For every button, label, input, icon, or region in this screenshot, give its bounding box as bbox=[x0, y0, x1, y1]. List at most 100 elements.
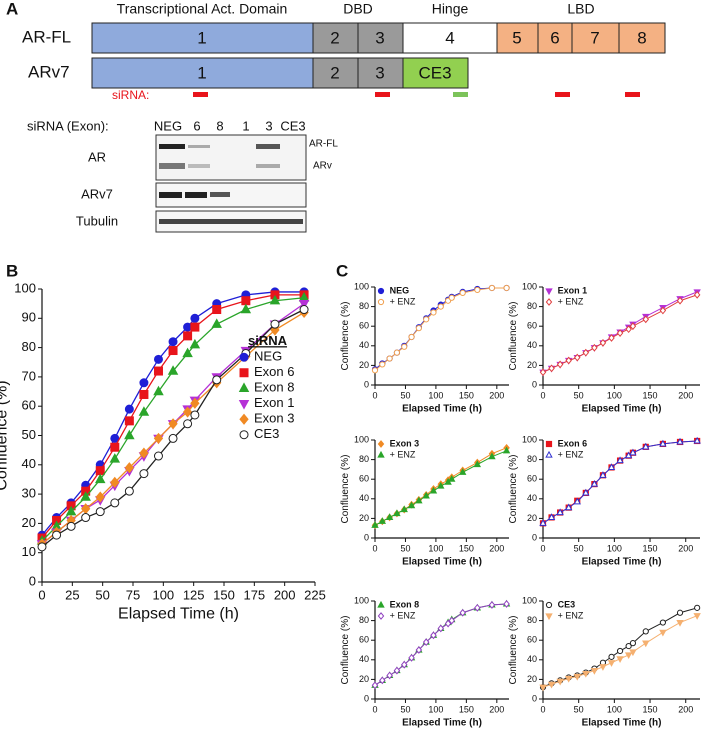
exon-label: CE3 bbox=[418, 63, 451, 82]
legend-label: + ENZ bbox=[390, 610, 416, 620]
legend-marker bbox=[377, 298, 385, 306]
marker bbox=[386, 671, 393, 680]
marker bbox=[190, 410, 200, 420]
marker bbox=[153, 451, 163, 461]
series-line bbox=[374, 287, 507, 371]
legend-label: Exon 8 bbox=[390, 599, 420, 609]
marker bbox=[190, 322, 200, 332]
arv7-bar: 1 2 3 CE3 bbox=[91, 57, 469, 89]
legend-label: Exon 1 bbox=[254, 395, 294, 410]
x-tick-label: 75 bbox=[126, 588, 140, 603]
row-label: ARv7 bbox=[28, 62, 70, 81]
marker bbox=[565, 356, 572, 365]
x-tick-label: 50 bbox=[400, 544, 410, 554]
marker bbox=[153, 432, 164, 445]
marker bbox=[393, 666, 401, 675]
panel-label: C bbox=[336, 261, 348, 280]
x-tick-label: 150 bbox=[459, 391, 474, 401]
marker bbox=[448, 475, 456, 482]
marker bbox=[574, 353, 581, 362]
legend-marker bbox=[545, 288, 553, 296]
marker bbox=[400, 660, 408, 669]
y-tick-label: 40 bbox=[22, 456, 36, 471]
marker bbox=[182, 347, 193, 358]
marker bbox=[430, 631, 437, 640]
domain-header: DBD bbox=[343, 1, 373, 17]
marker bbox=[693, 436, 701, 444]
marker bbox=[547, 681, 556, 689]
exon-box bbox=[91, 22, 314, 54]
band bbox=[159, 163, 185, 169]
band bbox=[188, 164, 210, 168]
ar-fl-bar: 1 2 3 4 5 6 7 8 bbox=[91, 22, 666, 54]
legend-label: + ENZ bbox=[558, 296, 584, 306]
marker bbox=[556, 678, 564, 686]
series-line bbox=[542, 607, 698, 688]
y-tick-label: 40 bbox=[527, 340, 537, 350]
x-tick-label: 0 bbox=[372, 544, 377, 554]
marker bbox=[139, 389, 149, 399]
marker bbox=[488, 601, 496, 609]
exon-label: 2 bbox=[330, 28, 339, 47]
marker bbox=[556, 508, 564, 516]
lane-header: siRNA (Exon): bbox=[27, 118, 109, 133]
legend-label: Exon 3 bbox=[390, 438, 420, 448]
x-tick-label: 200 bbox=[678, 391, 693, 401]
x-tick-label: 100 bbox=[428, 705, 443, 715]
band-label: ARv bbox=[313, 161, 332, 172]
marker bbox=[168, 337, 178, 347]
exon-box bbox=[618, 22, 666, 54]
y-axis-label: Confluence (%) bbox=[508, 302, 519, 371]
legend-marker bbox=[239, 368, 249, 378]
marker bbox=[694, 604, 701, 611]
marker bbox=[415, 496, 423, 504]
legend-marker bbox=[545, 601, 553, 609]
legend-marker bbox=[377, 287, 385, 295]
x-tick-label: 150 bbox=[459, 705, 474, 715]
x-tick-label: 200 bbox=[678, 544, 693, 554]
marker bbox=[386, 355, 393, 362]
y-tick-label: 20 bbox=[359, 360, 369, 370]
y-tick-label: 90 bbox=[22, 310, 36, 325]
legend-marker bbox=[377, 600, 385, 608]
x-axis-label: Elapsed Time (h) bbox=[402, 718, 482, 729]
sirna-mark bbox=[555, 92, 570, 97]
marker bbox=[182, 406, 193, 418]
lane-label: 8 bbox=[216, 118, 223, 133]
marker bbox=[189, 338, 201, 349]
x-tick-label: 0 bbox=[372, 391, 377, 401]
marker bbox=[139, 469, 149, 479]
marker bbox=[423, 316, 430, 323]
panel-label: A bbox=[6, 0, 18, 18]
marker bbox=[270, 319, 280, 329]
exon-label: 1 bbox=[197, 28, 206, 47]
legend-label: Exon 1 bbox=[558, 285, 588, 295]
x-axis-label: Elapsed Time (h) bbox=[402, 557, 482, 568]
marker bbox=[153, 354, 163, 364]
marker bbox=[378, 517, 387, 524]
marker bbox=[95, 466, 105, 476]
marker bbox=[437, 303, 444, 310]
y-tick-label: 20 bbox=[527, 674, 537, 684]
marker bbox=[659, 306, 667, 315]
marker bbox=[599, 664, 607, 671]
marker bbox=[642, 640, 650, 648]
x-tick-label: 50 bbox=[574, 391, 584, 401]
marker bbox=[607, 463, 616, 471]
x-tick-label: 100 bbox=[428, 544, 443, 554]
x-tick-label: 100 bbox=[428, 391, 443, 401]
x-tick-label: 150 bbox=[213, 588, 235, 603]
marker bbox=[80, 491, 91, 501]
legend-marker bbox=[238, 400, 250, 410]
marker bbox=[629, 640, 637, 647]
x-axis-label: Elapsed Time (h) bbox=[582, 557, 662, 568]
marker bbox=[124, 486, 134, 496]
y-tick-label: 0 bbox=[532, 379, 537, 389]
y-tick-label: 60 bbox=[527, 321, 537, 331]
blot-row-label: ARv7 bbox=[81, 186, 113, 201]
blot-image bbox=[155, 134, 307, 233]
marker bbox=[124, 462, 135, 474]
marker bbox=[211, 318, 222, 328]
y-tick-label: 70 bbox=[22, 368, 36, 383]
